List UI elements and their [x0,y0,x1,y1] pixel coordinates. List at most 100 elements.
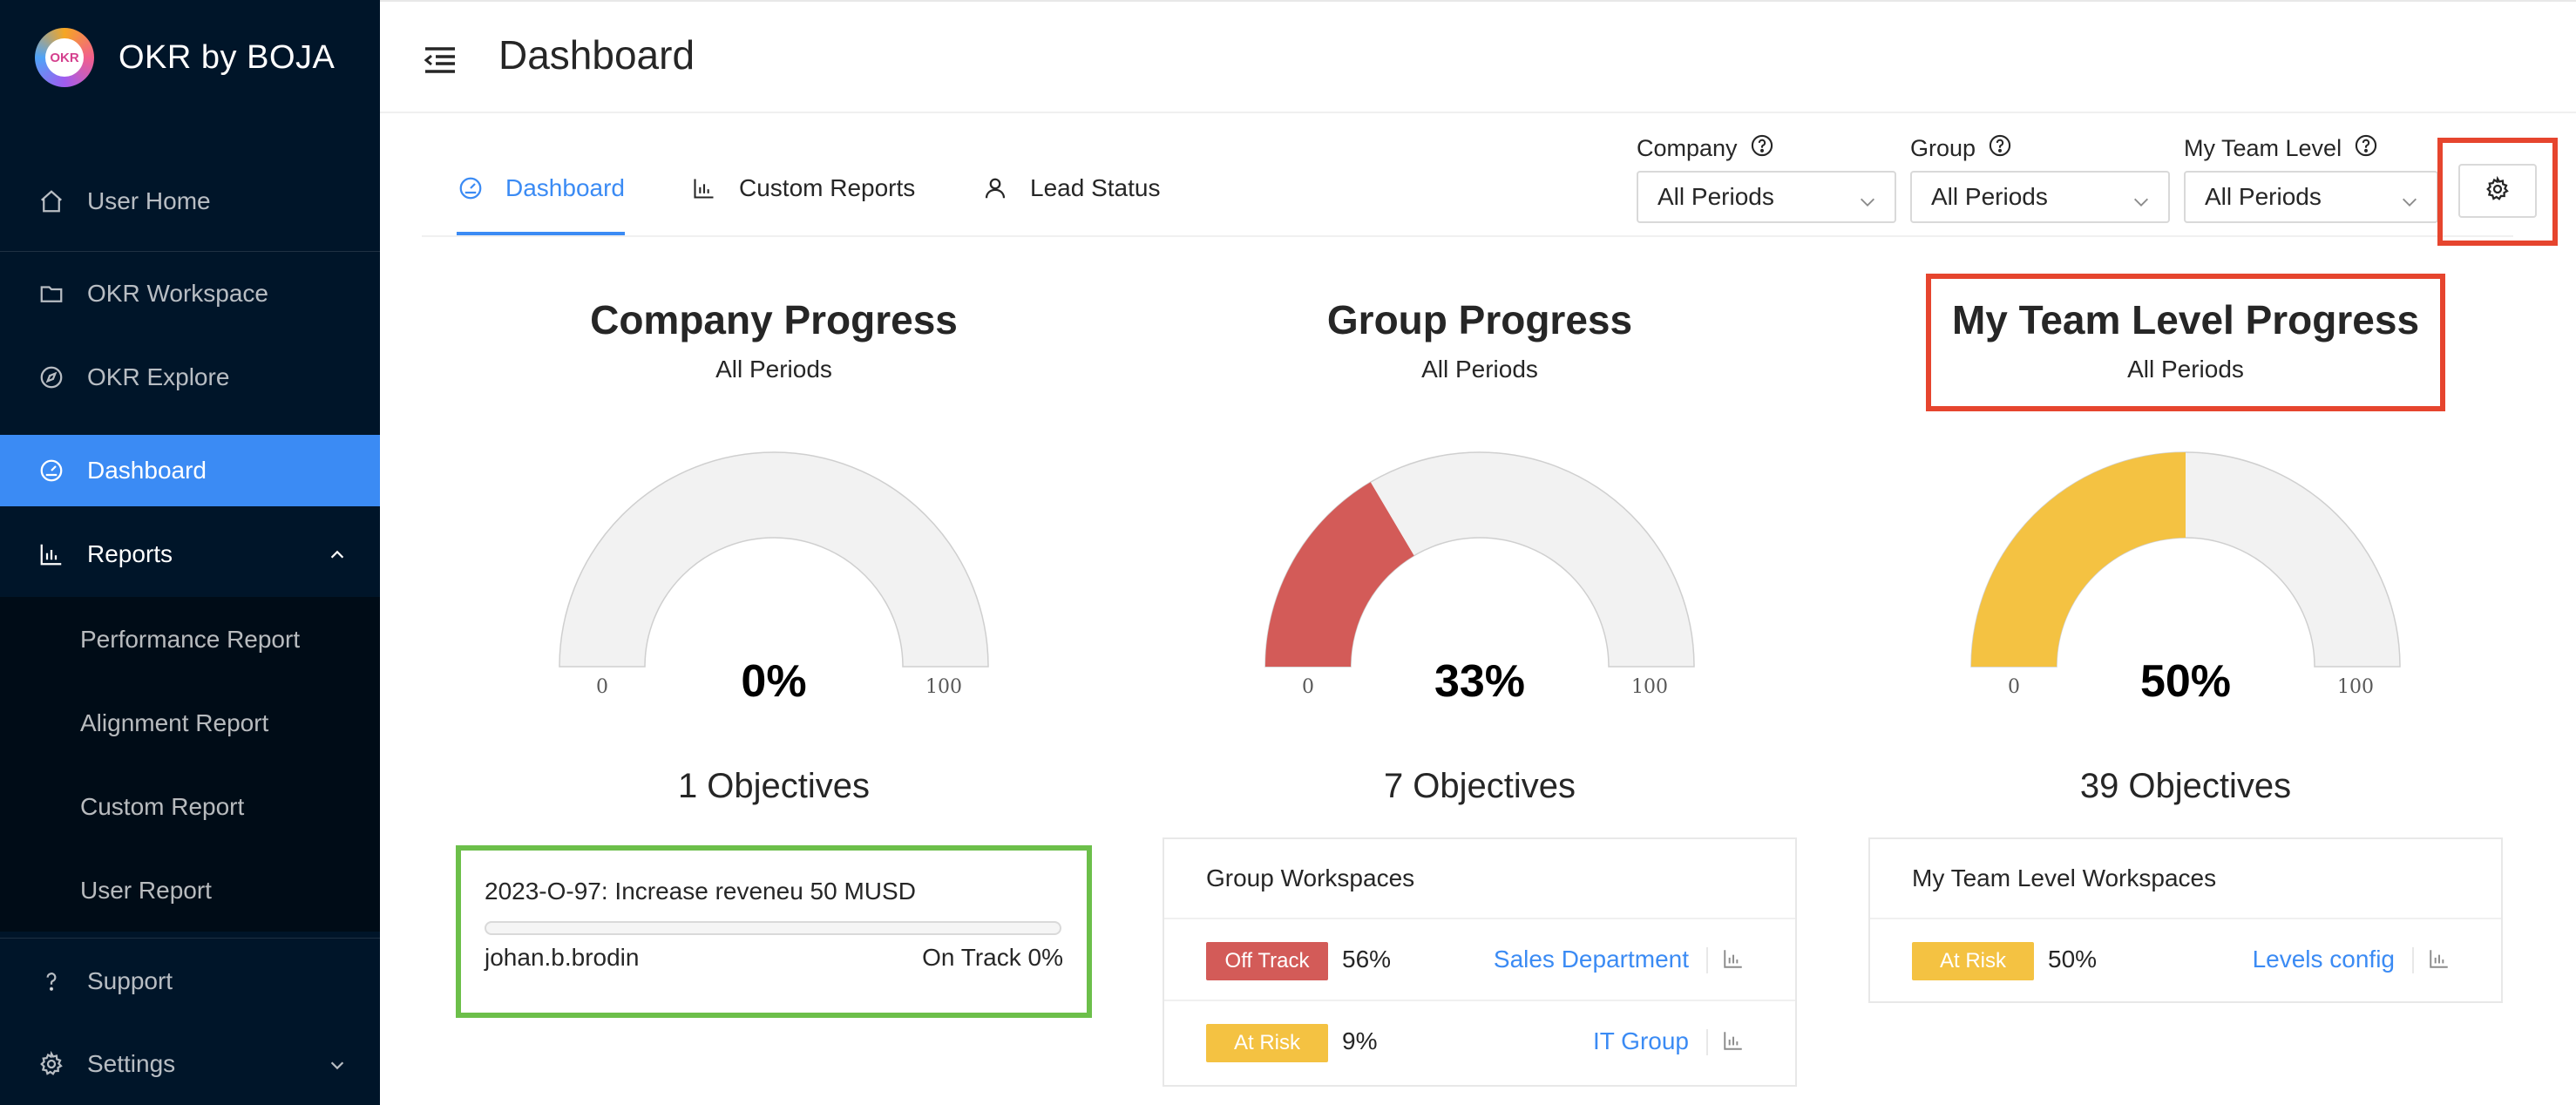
sidebar-item-reports[interactable]: Reports [0,519,380,590]
submenu-item-alignment-report[interactable]: Alignment Report [80,709,269,736]
sidebar-item-support[interactable]: Support [0,946,380,1017]
highlight-objective-card [456,845,1092,1018]
bar-chart-icon[interactable] [2428,947,2451,974]
home-icon [37,186,66,216]
objective-title[interactable]: 2023-O-97: Increase reveneu 50 MUSD [485,878,916,905]
sidebar-item-settings[interactable]: Settings [0,1028,380,1100]
filter-label: Group [1910,134,1976,161]
chevron-down-icon [1858,190,1877,218]
company-progress-period: All Periods [715,356,832,383]
page-title: Dashboard [498,32,695,78]
sidebar-item-label: OKR Explore [87,363,230,390]
team-level-objectives-count: 39 Objectives [2079,767,2292,805]
group-progress-value: 33% [1434,656,1526,707]
workspace-row: At Risk 9% IT Group [1164,1001,1795,1083]
brand-name: OKR by BOJA [119,38,336,76]
tab-dashboard[interactable]: Dashboard [457,174,625,235]
sidebar-divider [0,938,380,939]
filter-group: Group All Periods [1910,132,2170,223]
folder-icon [37,279,66,308]
highlight-team-level-title [1926,274,2445,411]
gauge-fill [1265,482,1414,667]
workspace-link-sales-department[interactable]: Sales Department [1493,946,1689,973]
bar-chart-icon[interactable] [1722,1029,1745,1056]
submenu-item-user-report[interactable]: User Report [80,877,212,904]
team-level-progress-title: My Team Level Progress [1951,297,2420,342]
menu-fold-icon[interactable] [424,45,457,79]
submenu-item-custom-report[interactable]: Custom Report [80,793,245,820]
group-workspaces-card: Group Workspaces Off Track 56% Sales Dep… [1163,837,1797,1087]
chevron-down-icon [2132,190,2151,218]
select-value: All Periods [1657,183,1774,210]
bar-chart-icon [690,174,718,202]
sidebar-item-label: Reports [87,540,173,567]
divider [1706,1029,1708,1055]
chevron-down-icon [328,1053,347,1081]
divider [2412,947,2414,973]
company-progress-title: Company Progress [590,297,958,342]
brand[interactable]: OKR OKR by BOJA [35,26,335,89]
workspace-row: At Risk 50% Levels config [1870,919,2501,1001]
sidebar-item-user-home[interactable]: User Home [0,166,380,237]
team-level-progress-gauge [1970,451,2401,668]
sidebar-item-label: User Home [87,187,211,214]
objective-card[interactable]: 2023-O-97: Increase reveneu 50 MUSD joha… [458,848,1089,1013]
workspace-link-it-group[interactable]: IT Group [1593,1027,1689,1054]
group-progress-period: All Periods [1421,356,1538,383]
bar-chart-icon [37,539,66,569]
workspace-link-levels-config[interactable]: Levels config [2252,946,2395,973]
bar-chart-icon[interactable] [1722,947,1745,974]
tab-custom-reports[interactable]: Custom Reports [690,174,915,235]
sidebar-item-okr-explore[interactable]: OKR Explore [0,342,380,413]
help-circle-icon[interactable] [2354,133,2378,164]
filter-label: Company [1637,134,1738,161]
gauge-max-label: 100 [925,676,962,698]
sidebar-item-label: OKR Workspace [87,280,268,307]
workspace-progress: 50% [2048,946,2098,973]
sidebar-item-label: Settings [87,1050,176,1077]
gauge-track [559,451,989,668]
chevron-up-icon [328,543,347,571]
gear-icon [2484,175,2511,207]
filter-label: My Team Level [2184,134,2342,161]
company-progress-value: 0% [741,656,807,707]
help-circle-icon[interactable] [1988,133,2012,164]
team-level-period-select[interactable]: All Periods [2184,171,2438,223]
workspace-progress: 56% [1342,946,1392,973]
dashboard-settings-button[interactable] [2458,164,2537,218]
team-level-workspaces-card: My Team Level Workspaces At Risk 50% Lev… [1868,837,2503,1003]
objective-owner: johan.b.brodin [485,944,640,971]
sidebar: OKR OKR by BOJA User Home OKR Workspace … [0,0,380,1105]
logo-text: OKR [45,38,84,77]
company-period-select[interactable]: All Periods [1637,171,1896,223]
compass-icon [37,363,66,392]
highlight-settings-button [2437,138,2558,246]
objective-status: On Track 0% [922,944,1063,971]
sidebar-item-okr-workspace[interactable]: OKR Workspace [0,258,380,329]
tab-lead-status[interactable]: Lead Status [981,174,1160,235]
sidebar-item-dashboard[interactable]: Dashboard [0,435,380,506]
company-objectives-count: 1 Objectives [677,767,871,805]
gauge-min-label: 0 [596,676,608,698]
dashboard-icon [457,174,485,202]
gauge-max-label: 100 [2337,676,2374,698]
user-icon [981,174,1009,202]
workspace-row: Off Track 56% Sales Department [1164,919,1795,1001]
reports-submenu: Performance Report Alignment Report Cust… [0,597,380,932]
sidebar-item-label: Dashboard [87,457,207,484]
company-progress-gauge [559,451,989,668]
team-level-progress-value: 50% [2139,656,2232,707]
tab-label: Dashboard [505,174,625,201]
status-badge: Off Track [1206,942,1328,980]
top-header: Dashboard [380,0,2576,113]
workspace-progress: 9% [1342,1027,1378,1054]
submenu-item-performance-report[interactable]: Performance Report [80,626,301,653]
gauge-min-label: 0 [2008,676,2020,698]
group-period-select[interactable]: All Periods [1910,171,2170,223]
group-progress-gauge [1264,451,1695,668]
gear-icon [37,1049,66,1079]
dashboard-icon [37,456,66,485]
help-circle-icon[interactable] [1750,133,1774,164]
question-icon [37,966,66,996]
status-badge: At Risk [1206,1024,1328,1062]
